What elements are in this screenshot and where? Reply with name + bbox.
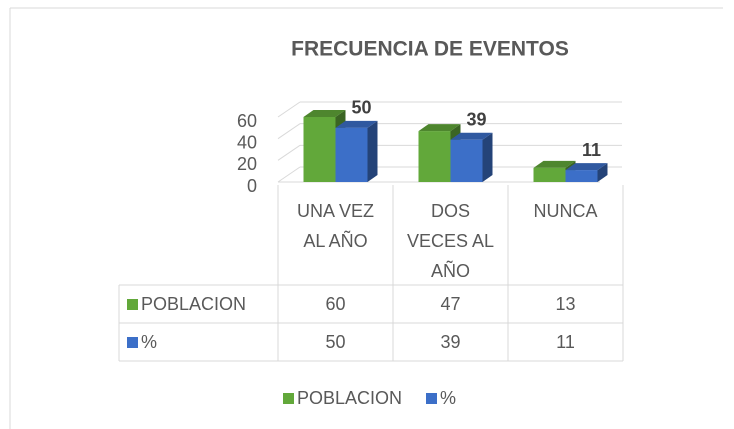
bar xyxy=(450,139,483,182)
table-value: 13 xyxy=(508,291,623,317)
table-value: 39 xyxy=(393,329,508,355)
bar-side xyxy=(482,132,493,182)
table-value: 11 xyxy=(508,329,623,355)
grid-line xyxy=(277,144,301,161)
label: UNA VEZ AL AÑO xyxy=(296,201,375,251)
category-label: UNA VEZ AL AÑO xyxy=(286,196,385,256)
label: 60 xyxy=(325,294,346,314)
legend-entry: POBLACION xyxy=(283,385,402,411)
label: 11 xyxy=(556,332,575,352)
y-tick-label: 0 xyxy=(247,176,257,196)
label: POBLACION xyxy=(297,388,403,408)
category-label: NUNCA xyxy=(516,196,615,226)
bar xyxy=(533,167,566,182)
data-label: 39 xyxy=(466,110,486,130)
bar-top xyxy=(303,110,346,117)
category-label: DOS VECES AL AÑO xyxy=(401,196,500,286)
label: POBLACION xyxy=(141,294,247,314)
label: 13 xyxy=(555,294,576,314)
y-tick-label: 60 xyxy=(237,111,257,131)
legend-key xyxy=(127,299,138,310)
grid-line xyxy=(277,123,301,140)
grid-line xyxy=(277,166,301,183)
legend-entry: % xyxy=(426,385,456,411)
bar-top xyxy=(450,132,493,140)
table-value: 50 xyxy=(278,329,393,355)
grid-line xyxy=(277,101,301,118)
data-label: 50 xyxy=(351,98,371,118)
table-series-label: POBLACION xyxy=(127,291,246,317)
bar-top xyxy=(565,163,608,171)
bar xyxy=(303,117,336,182)
legend-key xyxy=(283,393,294,404)
bar xyxy=(418,131,451,182)
bar xyxy=(565,170,598,182)
table-value: 60 xyxy=(278,291,393,317)
label: 50 xyxy=(325,332,346,352)
label: NUNCA xyxy=(533,201,598,221)
legend-key xyxy=(426,393,437,404)
bar-side xyxy=(597,163,608,182)
chart-title: FRECUENCIA DE EVENTOS xyxy=(291,38,569,61)
bar xyxy=(335,127,368,182)
bar-side xyxy=(367,120,378,182)
label: % xyxy=(141,332,158,352)
bar-top xyxy=(533,160,576,168)
y-tick-label: 40 xyxy=(237,132,257,152)
y-tick-label: 20 xyxy=(237,154,257,174)
label: 39 xyxy=(440,332,461,352)
data-label: 11 xyxy=(582,140,601,160)
table-value: 47 xyxy=(393,291,508,317)
bar-top xyxy=(418,124,461,132)
table-series-label: % xyxy=(127,329,157,355)
bar-top xyxy=(335,120,378,128)
label: DOS VECES AL AÑO xyxy=(406,201,495,281)
legend-key xyxy=(127,337,138,348)
label: 47 xyxy=(440,294,461,314)
label: % xyxy=(440,388,457,408)
